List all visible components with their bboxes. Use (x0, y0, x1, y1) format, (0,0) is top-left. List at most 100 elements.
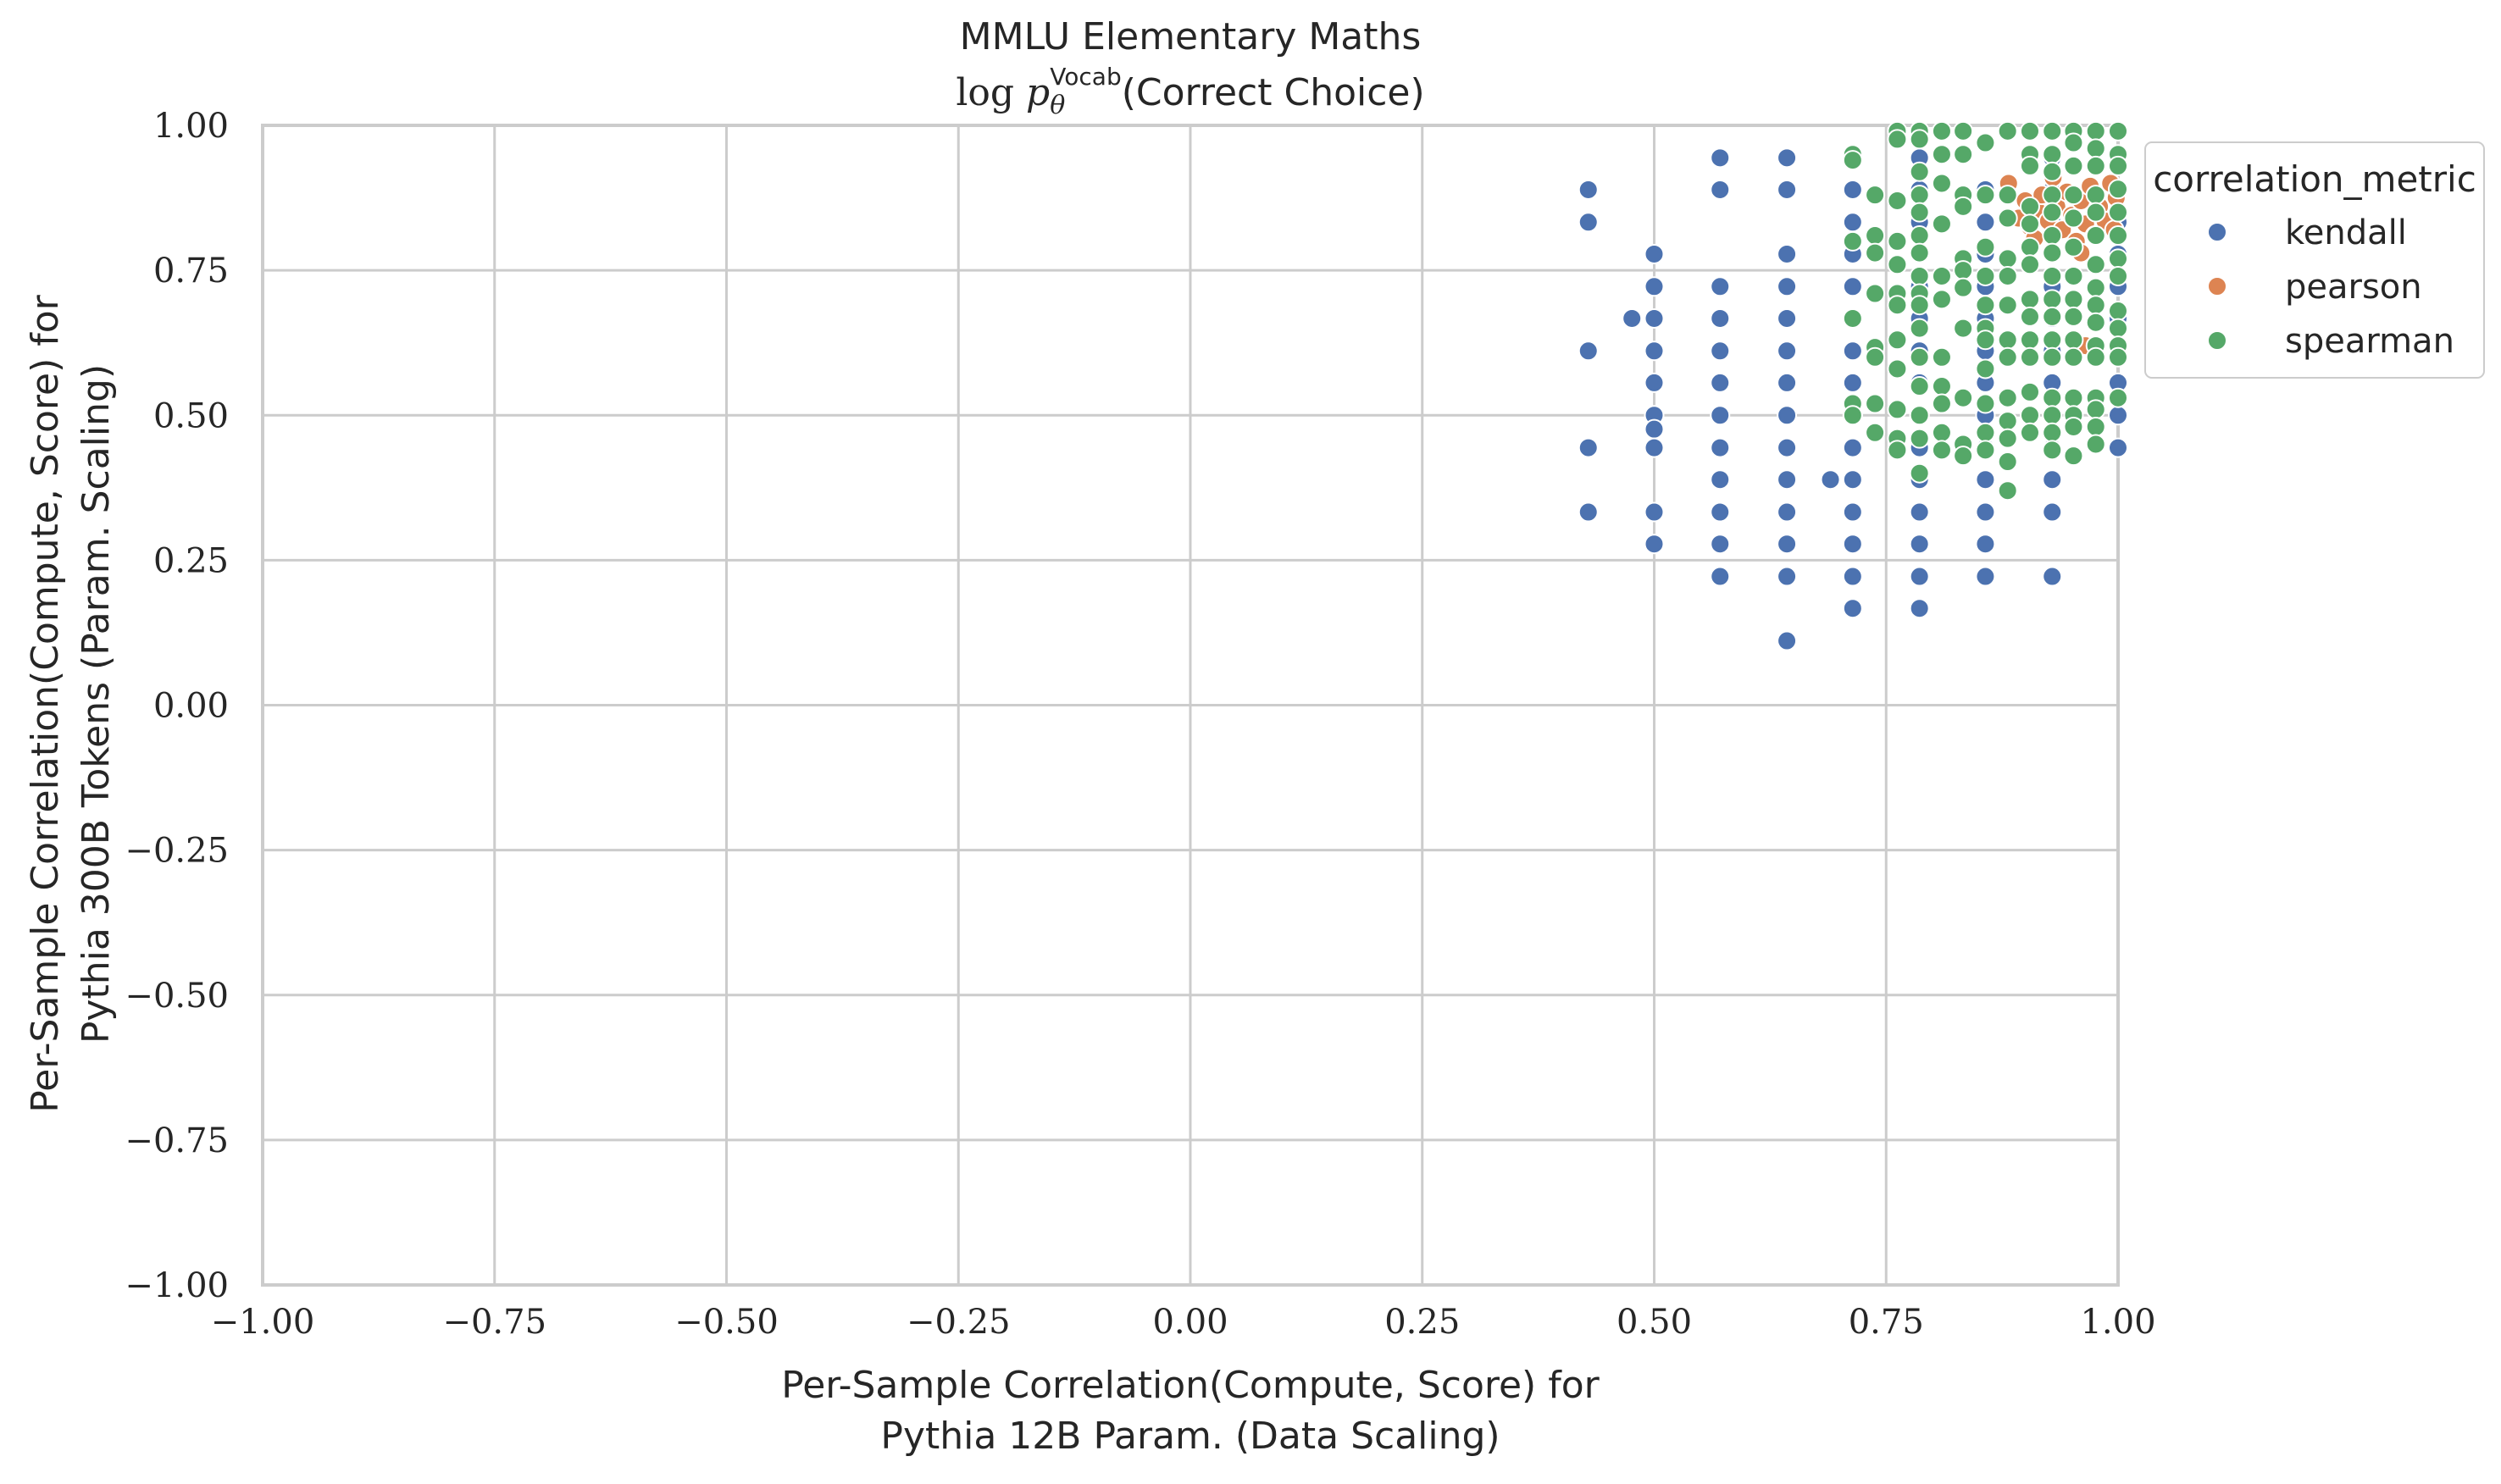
legend-marker-kendall (2207, 222, 2227, 242)
y-tick-label: 0.50 (153, 396, 229, 435)
data-point-spearman (1931, 393, 1952, 414)
data-point-kendall (1777, 341, 1798, 362)
x-tick-label: 0.50 (1616, 1303, 1692, 1342)
data-point-spearman (1997, 411, 2018, 432)
data-point-spearman (1909, 462, 1930, 484)
data-point-spearman (1909, 265, 1930, 286)
data-point-spearman (1931, 346, 1952, 368)
plot-area-border (261, 124, 2120, 1287)
data-point-spearman (1842, 150, 1863, 171)
data-point-kendall (1842, 372, 1863, 393)
data-point-kendall (1644, 534, 1665, 555)
y-tick-label: 0.25 (153, 541, 229, 580)
data-point-kendall (1710, 147, 1731, 169)
data-point-spearman (1953, 446, 1974, 467)
y-tick-labels: −1.00 −0.75 −0.50 −0.25 0.00 0.25 0.50 0.75 1.00 (125, 107, 229, 1305)
data-point-spearman (1997, 248, 2018, 269)
data-point-spearman (1997, 480, 2018, 501)
data-point-spearman (2042, 306, 2063, 327)
data-point-spearman (1865, 346, 1886, 368)
data-point-spearman (2019, 155, 2040, 176)
data-point-spearman (2019, 289, 2040, 310)
data-point-kendall (1578, 341, 1599, 362)
data-point-spearman (1953, 318, 1974, 339)
data-point-spearman (1997, 451, 2018, 473)
data-point-spearman (1997, 120, 2018, 141)
data-point-spearman (2063, 416, 2084, 437)
data-point-spearman (2085, 225, 2106, 246)
y-tick-label: 0.75 (153, 252, 229, 291)
x-axis-label-line-2: Pythia 12B Param. (Data Scaling) (880, 1415, 1500, 1458)
data-point-kendall (1710, 276, 1731, 297)
data-point-kendall (1777, 405, 1798, 426)
data-point-kendall (1909, 501, 1930, 523)
data-point-spearman (1909, 161, 1930, 182)
data-point-kendall (1644, 418, 1665, 440)
data-point-spearman (2063, 155, 2084, 176)
data-point-spearman (2085, 346, 2106, 368)
data-point-spearman (2019, 405, 2040, 426)
data-point-spearman (1909, 405, 1930, 426)
data-point-spearman (1975, 422, 1996, 443)
data-point-kendall (1644, 437, 1665, 458)
data-point-spearman (1997, 185, 2018, 206)
data-point-kendall (1644, 276, 1665, 297)
data-point-spearman (2063, 289, 2084, 310)
data-point-kendall (2108, 437, 2128, 458)
data-point-kendall (1777, 276, 1798, 297)
data-point-spearman (1975, 329, 1996, 351)
data-point-spearman (1975, 265, 1996, 286)
data-points (1578, 120, 2128, 651)
data-point-spearman (1953, 260, 1974, 281)
data-point-kendall (1909, 566, 1930, 587)
data-point-kendall (1644, 501, 1665, 523)
x-tick-label: −0.75 (442, 1303, 546, 1342)
y-axis-label-line-2: Pythia 300B Tokens (Param. Scaling) (75, 364, 118, 1044)
data-point-kendall (1644, 243, 1665, 264)
data-point-spearman (2042, 265, 2063, 286)
data-point-spearman (1931, 422, 1952, 443)
data-point-spearman (1931, 144, 1952, 165)
data-point-kendall (1842, 341, 1863, 362)
x-tick-label: −0.50 (674, 1303, 779, 1342)
data-point-spearman (1975, 132, 1996, 153)
data-point-spearman (1975, 440, 1996, 461)
data-point-spearman (2063, 236, 2084, 257)
data-point-kendall (1777, 147, 1798, 169)
data-point-kendall (2042, 469, 2063, 490)
data-point-kendall (1777, 179, 1798, 200)
data-point-spearman (1997, 428, 2018, 449)
x-tick-label: 0.75 (1849, 1303, 1924, 1342)
data-point-kendall (2042, 501, 2063, 523)
data-point-spearman (1953, 277, 1974, 298)
series-spearman (1842, 120, 2128, 501)
data-point-spearman (2063, 306, 2084, 327)
data-point-spearman (2042, 120, 2063, 141)
data-point-kendall (1777, 501, 1798, 523)
data-point-spearman (2063, 185, 2084, 206)
data-point-spearman (2085, 138, 2106, 159)
data-point-kendall (1842, 179, 1863, 200)
data-point-spearman (2042, 405, 2063, 426)
data-point-spearman (2063, 387, 2084, 408)
data-point-spearman (2042, 440, 2063, 461)
data-point-spearman (1997, 295, 2018, 316)
data-point-kendall (1644, 307, 1665, 329)
data-point-kendall (1710, 437, 1731, 458)
data-point-kendall (1710, 341, 1731, 362)
data-point-kendall (1644, 372, 1665, 393)
data-point-kendall (1777, 630, 1798, 651)
data-point-spearman (2019, 236, 2040, 257)
subtitle-suffix: (Correct Choice) (1122, 71, 1425, 114)
data-point-kendall (1710, 405, 1731, 426)
chart-subtitle: log pθVocab(Correct Choice) (956, 63, 1424, 120)
subtitle-symbol: p (1026, 71, 1050, 114)
data-point-spearman (2019, 422, 2040, 443)
data-point-spearman (1887, 440, 1908, 461)
data-point-spearman (1931, 213, 1952, 235)
data-point-spearman (1842, 405, 1863, 426)
data-point-spearman (1931, 173, 1952, 194)
data-point-spearman (2085, 295, 2106, 316)
data-point-spearman (1997, 208, 2018, 229)
data-point-spearman (2063, 446, 2084, 467)
